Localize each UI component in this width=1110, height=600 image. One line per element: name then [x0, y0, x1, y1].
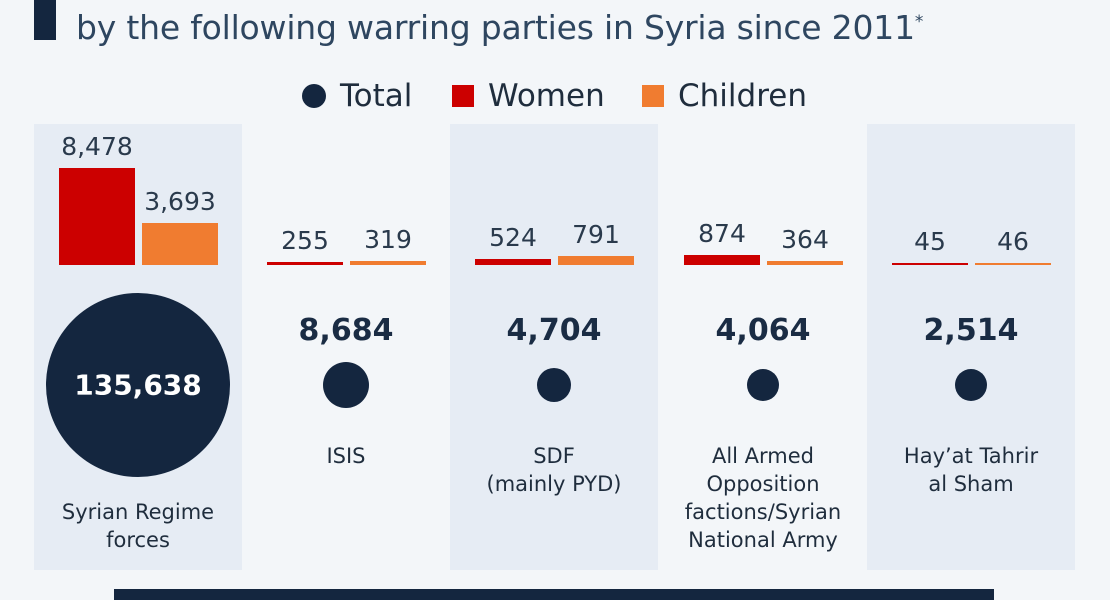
- total-circle: [323, 362, 369, 408]
- children-value-label: 364: [781, 225, 829, 254]
- women-bar: [892, 263, 968, 265]
- category-label: Hay’at Tahrir al Sham: [903, 444, 1039, 496]
- legend-item-women: Women: [452, 76, 605, 116]
- total-value-label: 135,638: [74, 368, 202, 402]
- chart-title-text: by the following warring parties in Syri…: [76, 8, 915, 47]
- title-accent-bar: [34, 0, 56, 40]
- legend-label-children: Children: [678, 78, 807, 114]
- legend-swatch-total: [302, 84, 326, 108]
- women-bar: [267, 262, 343, 265]
- legend: Total Women Children: [0, 76, 1110, 116]
- children-bar: [558, 256, 634, 265]
- legend-item-children: Children: [642, 76, 807, 116]
- category-label: SDF (mainly PYD): [486, 444, 622, 496]
- total-value-label: 4,704: [506, 313, 602, 348]
- children-value-label: 791: [572, 220, 620, 249]
- women-bar: [59, 168, 135, 265]
- legend-swatch-women: [452, 85, 474, 107]
- legend-item-total: Total: [302, 76, 412, 116]
- legend-swatch-children: [642, 85, 664, 107]
- women-bar: [475, 259, 551, 265]
- footer-bar: [114, 589, 994, 600]
- category-label: All Armed Opposition factions/Syrian Nat…: [684, 444, 842, 552]
- title-footnote-mark: *: [914, 12, 924, 32]
- children-value-label: 46: [997, 227, 1029, 256]
- women-value-label: 524: [489, 223, 537, 252]
- children-bar: [767, 261, 843, 265]
- total-circle: [955, 369, 987, 401]
- column-background: [450, 124, 658, 570]
- total-circle: [46, 293, 230, 477]
- total-value-label: 2,514: [923, 313, 1019, 348]
- women-value-label: 255: [281, 226, 329, 255]
- children-bar: [350, 261, 426, 265]
- total-circle: [747, 369, 779, 401]
- legend-label-total: Total: [340, 78, 413, 114]
- women-bar: [684, 255, 760, 265]
- children-value-label: 319: [364, 225, 412, 254]
- children-value-label: 3,693: [144, 187, 216, 216]
- legend-label-women: Women: [488, 78, 605, 114]
- total-value-label: 8,684: [298, 313, 394, 348]
- category-label: Syrian Regime forces: [61, 500, 215, 552]
- women-value-label: 45: [914, 227, 946, 256]
- women-value-label: 874: [698, 219, 746, 248]
- women-value-label: 8,478: [61, 132, 133, 161]
- children-bar: [975, 263, 1051, 265]
- chart-title-line-2: by the following warring parties in Syri…: [76, 8, 923, 47]
- column-background: [867, 124, 1075, 570]
- total-value-label: 4,064: [715, 313, 811, 348]
- total-circle: [537, 368, 571, 402]
- category-label: ISIS: [326, 444, 366, 468]
- children-bar: [142, 223, 218, 265]
